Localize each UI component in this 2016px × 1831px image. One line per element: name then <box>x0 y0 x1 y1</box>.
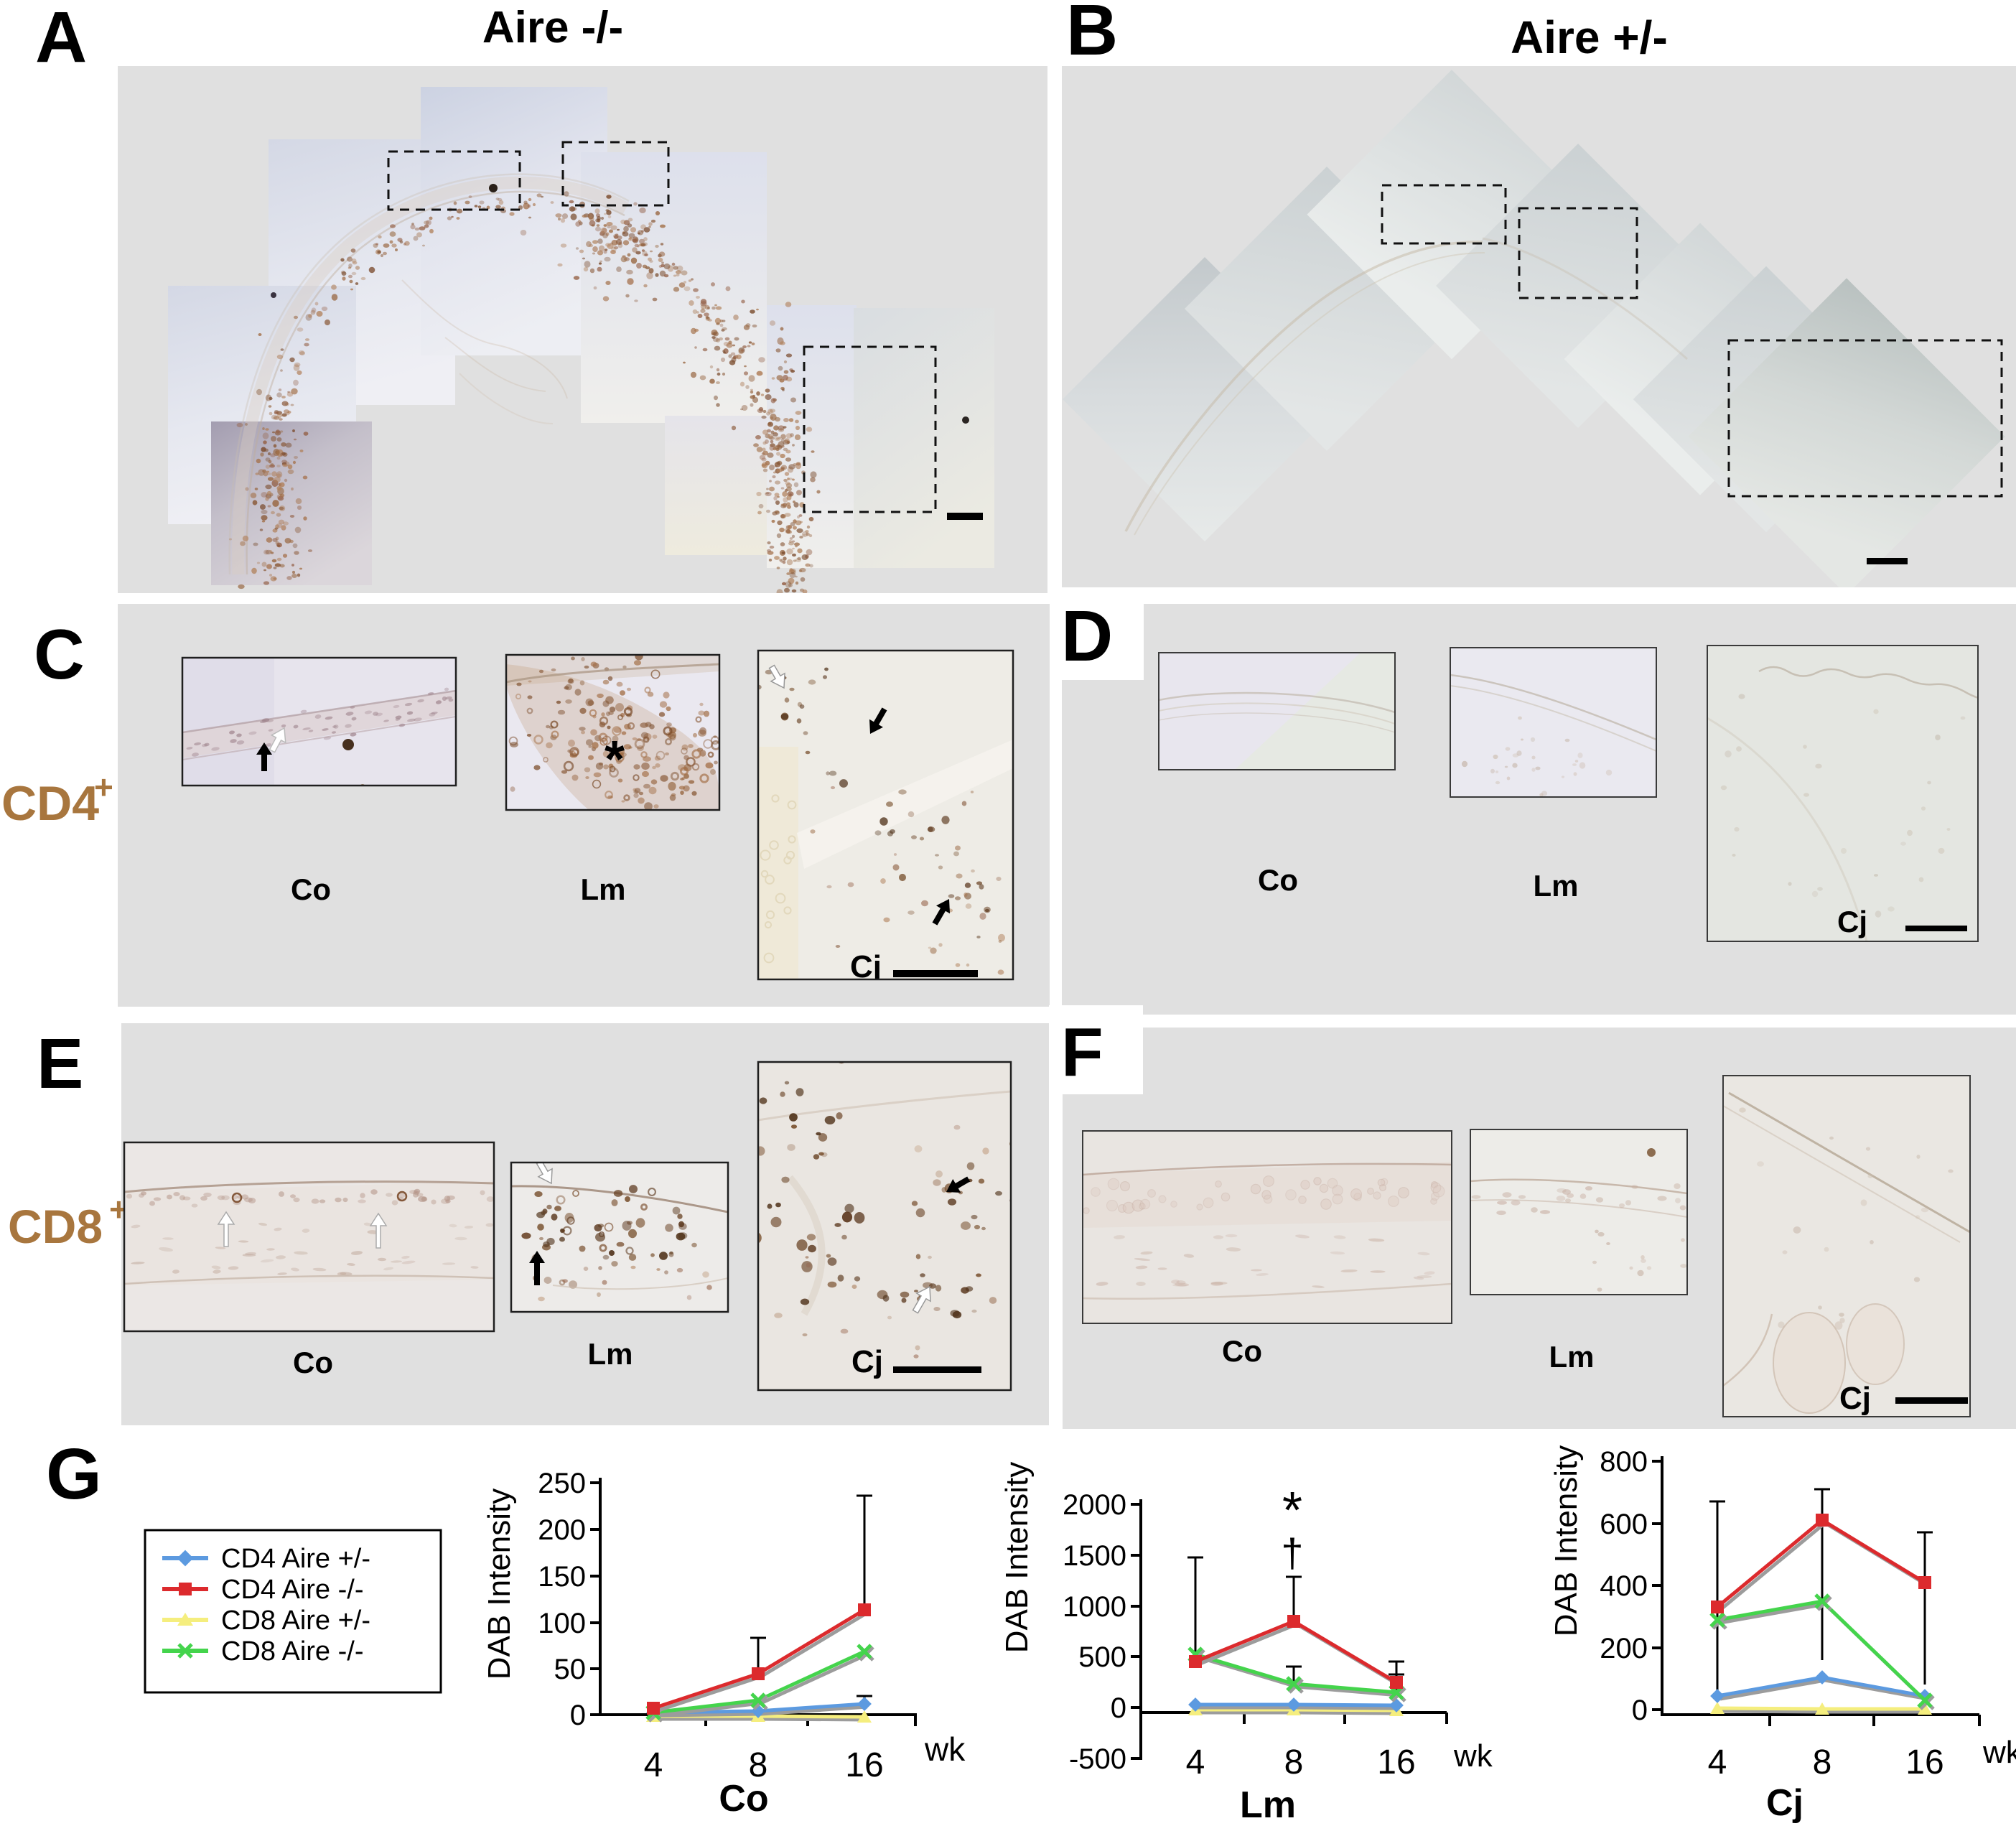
svg-text:1500: 1500 <box>1063 1540 1126 1572</box>
svg-text:Cj: Cj <box>850 949 882 984</box>
svg-text:Co: Co <box>719 1778 768 1820</box>
svg-text:8: 8 <box>749 1746 768 1784</box>
svg-text:8: 8 <box>1284 1743 1304 1781</box>
svg-text:200: 200 <box>1600 1633 1648 1664</box>
svg-text:Cj: Cj <box>851 1344 883 1379</box>
svg-text:1000: 1000 <box>1063 1591 1126 1623</box>
svg-text:CD8 Aire -/-: CD8 Aire -/- <box>221 1636 363 1667</box>
svg-text:F: F <box>1061 1014 1103 1091</box>
svg-text:+: + <box>94 768 113 806</box>
svg-text:2000: 2000 <box>1063 1489 1126 1521</box>
svg-text:E: E <box>37 1024 83 1103</box>
svg-text:DAB Intensity: DAB Intensity <box>482 1488 517 1680</box>
svg-text:Cj: Cj <box>1839 1381 1871 1416</box>
svg-text:0: 0 <box>570 1700 586 1731</box>
svg-text:4: 4 <box>1708 1743 1727 1781</box>
svg-text:Lm: Lm <box>1240 1784 1296 1826</box>
svg-text:500: 500 <box>1078 1641 1126 1673</box>
svg-text:400: 400 <box>1600 1570 1648 1602</box>
svg-text:Aire -/-: Aire -/- <box>482 3 623 52</box>
svg-text:D: D <box>1061 596 1113 676</box>
svg-text:Co: Co <box>1258 863 1298 897</box>
svg-text:8: 8 <box>1813 1743 1832 1781</box>
svg-text:100: 100 <box>538 1608 586 1639</box>
svg-text:Cj: Cj <box>1837 905 1867 938</box>
svg-text:B: B <box>1066 0 1118 70</box>
svg-text:CD4: CD4 <box>1 776 99 831</box>
svg-text:G: G <box>46 1434 102 1514</box>
svg-text:16: 16 <box>1905 1743 1943 1781</box>
svg-text:†: † <box>1281 1530 1303 1575</box>
svg-text:wk: wk <box>924 1730 966 1768</box>
svg-text:250: 250 <box>538 1468 586 1499</box>
svg-text:600: 600 <box>1600 1509 1648 1540</box>
svg-text:DAB Intensity: DAB Intensity <box>999 1462 1035 1654</box>
svg-text:CD8 Aire +/-: CD8 Aire +/- <box>221 1606 370 1636</box>
svg-text:CD8: CD8 <box>8 1200 103 1253</box>
svg-text:Lm: Lm <box>1534 869 1579 903</box>
svg-text:200: 200 <box>538 1514 586 1546</box>
svg-text:CD4 Aire -/-: CD4 Aire -/- <box>221 1575 363 1605</box>
svg-text:*: * <box>1282 1482 1302 1539</box>
svg-text:150: 150 <box>538 1561 586 1593</box>
svg-text:4: 4 <box>644 1746 663 1784</box>
svg-text:*: * <box>605 731 625 788</box>
svg-text:0: 0 <box>1632 1695 1648 1726</box>
svg-text:Co: Co <box>291 872 331 906</box>
svg-text:0: 0 <box>1111 1692 1126 1724</box>
svg-text:50: 50 <box>554 1654 587 1685</box>
svg-text:4: 4 <box>1186 1743 1205 1781</box>
svg-text:800: 800 <box>1600 1446 1648 1478</box>
svg-text:Co: Co <box>1222 1334 1262 1368</box>
svg-text:Lm: Lm <box>1549 1340 1595 1374</box>
svg-text:CD4 Aire +/-: CD4 Aire +/- <box>221 1544 370 1574</box>
svg-text:Co: Co <box>293 1346 333 1379</box>
svg-text:wk: wk <box>1453 1738 1493 1774</box>
svg-text:Lm: Lm <box>588 1337 633 1371</box>
svg-text:wk: wk <box>1982 1735 2016 1770</box>
svg-text:A: A <box>35 0 87 78</box>
svg-text:Lm: Lm <box>581 872 626 906</box>
svg-text:-500: -500 <box>1069 1743 1126 1775</box>
svg-text:16: 16 <box>845 1746 883 1784</box>
svg-text:Cj: Cj <box>1766 1782 1803 1824</box>
svg-text:Aire +/-: Aire +/- <box>1511 11 1668 63</box>
svg-text:DAB Intensity: DAB Intensity <box>1549 1445 1584 1637</box>
svg-text:16: 16 <box>1377 1743 1415 1781</box>
svg-text:C: C <box>34 615 85 694</box>
